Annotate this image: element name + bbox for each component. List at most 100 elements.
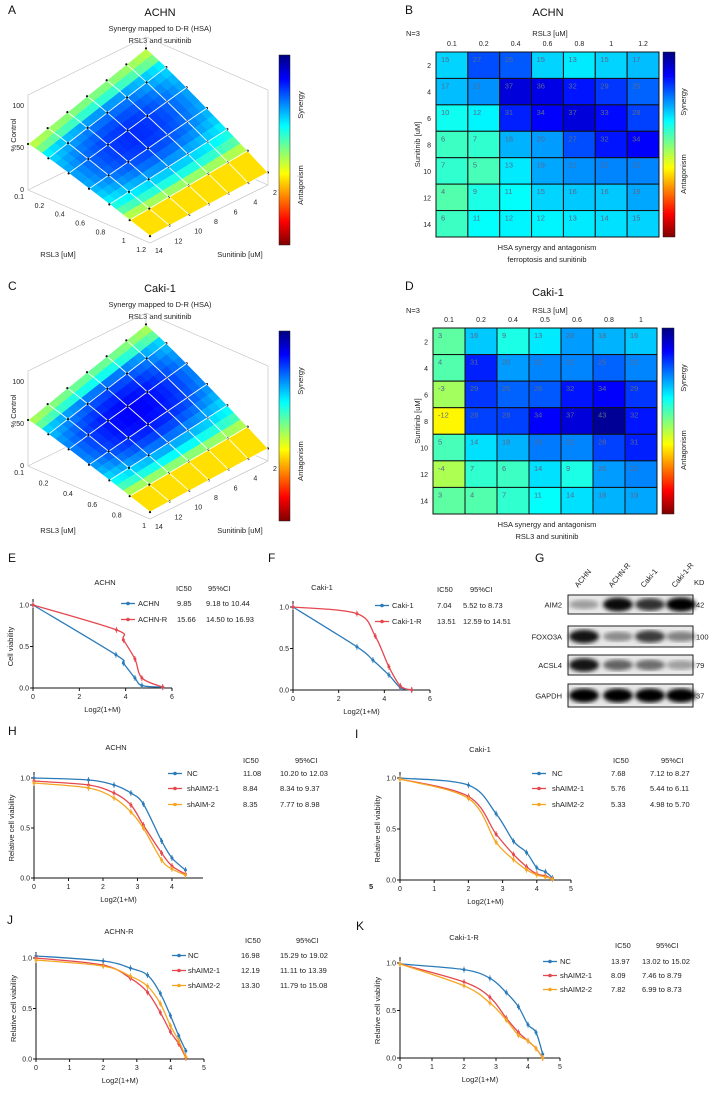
legend-header-ci: 95%CI — [661, 756, 684, 765]
legend-ci-value: 13.02 to 15.02 — [642, 957, 690, 966]
legend-ci-value: 6.99 to 8.73 — [642, 985, 682, 994]
surface-data-point — [125, 63, 128, 66]
panel-letter-J: J — [7, 913, 13, 927]
legend-ci-value: 7.77 to 8.98 — [280, 800, 320, 809]
heatmap-cell — [562, 157, 596, 185]
data-point-ACHN — [133, 676, 137, 680]
data-point-NC — [177, 1034, 181, 1038]
surface-data-point — [146, 423, 150, 426]
data-point-Caki-1 — [371, 658, 375, 662]
legend-marker-dot — [380, 603, 384, 608]
data-point-shAIM-2 — [112, 796, 116, 800]
data-point-NC — [170, 856, 174, 860]
legend-header-ic50: IC50 — [243, 756, 259, 765]
axis-box-line — [145, 312, 269, 367]
heatmap-cell — [531, 51, 564, 79]
heatmap-cell — [624, 380, 658, 409]
legend-marker-dot — [537, 802, 541, 807]
legend-ci-value: 10.20 to 12.03 — [280, 769, 328, 778]
heatmap-cell-value: 13 — [568, 55, 576, 64]
surface-data-point — [128, 219, 131, 222]
surface-data-point — [87, 157, 90, 161]
legend-series-name: NC — [552, 769, 563, 778]
heatmap-cell-value: 4 — [438, 358, 442, 367]
heatmap-cell — [626, 183, 660, 212]
heatmap-cell — [496, 486, 530, 515]
x-axis-label: Log2(1+M) — [467, 897, 504, 906]
heatmap-cell — [624, 433, 658, 462]
heatmap-cell-value: 15 — [441, 55, 449, 64]
y-tick-label: 0.5 — [22, 1006, 32, 1013]
heatmap-cell — [562, 77, 596, 106]
surface-data-point — [108, 203, 111, 206]
heatmap-cell — [594, 51, 628, 79]
data-point-shAIM2-1 — [525, 865, 529, 869]
heatmap-cell — [464, 460, 498, 488]
surface-data-point — [66, 418, 70, 421]
y-tick-label: 1.0 — [386, 776, 396, 783]
legend-marker-dot — [173, 771, 177, 776]
heatmap-cell-value: 16 — [600, 187, 608, 196]
x-tick-label: 3 — [135, 1065, 139, 1072]
legend-series-name: shAIM-2 — [187, 800, 215, 809]
x-tick-label: 0 — [291, 696, 295, 703]
lane-label: ACHN — [573, 567, 594, 589]
surface-data-point — [125, 339, 128, 342]
chart-title: ACHN-R — [104, 927, 134, 936]
series-line-NC — [35, 955, 187, 1052]
legend-marker-dot — [537, 786, 541, 791]
data-point-NC — [158, 991, 162, 995]
surface-data-point — [126, 129, 129, 132]
sunitinib-tick-label: 14 — [420, 499, 428, 506]
heatmap-cell — [594, 210, 628, 238]
kd-value: 79 — [696, 661, 704, 670]
legend-ic50-value: 7.68 — [611, 769, 626, 778]
heatmap-cell-value: 4 — [441, 187, 445, 196]
panel-letter-D: D — [405, 279, 414, 293]
data-point-NC — [160, 839, 164, 843]
surface-subtitle: Synergy mapped to D-R (HSA) — [109, 24, 212, 33]
legend-ci-value: 7.12 to 8.27 — [650, 769, 690, 778]
heatmap-cell-value: 17 — [441, 81, 449, 90]
heatmap-cell-value: 26 — [505, 55, 513, 64]
x-tick-label: 5 — [558, 1064, 562, 1071]
sunitinib-tick-label: 6 — [234, 485, 238, 492]
series-line-shAIM2-1 — [35, 957, 187, 1059]
heatmap-cell — [464, 486, 498, 515]
x-tick-label: 3 — [136, 884, 140, 891]
x-tick-label: 4 — [124, 694, 128, 701]
protein-label: FOXO3A — [532, 633, 562, 642]
surface-data-point — [145, 81, 148, 84]
colorbar-antagonism-label: Antagonism — [679, 154, 688, 194]
heatmap-cell — [464, 354, 498, 382]
surface-subtitle: RSL3 and sunitinib — [129, 36, 192, 45]
heatmap-cell-value: 14 — [566, 490, 574, 499]
heatmap-cell-value: 34 — [598, 384, 606, 393]
blot-strip-FOXO3A — [567, 625, 696, 648]
data-point-shAIM-2 — [32, 781, 36, 785]
data-point-shAIM2-2 — [534, 1047, 538, 1050]
heatmap-cell — [464, 380, 498, 409]
heatmap-cell-value: 15 — [600, 55, 608, 64]
heatmap-cell — [499, 104, 533, 132]
sunitinib-tick-label: 2 — [273, 466, 277, 473]
colorbar-antagonism-label: Antagonism — [679, 430, 688, 470]
surface-data-point — [86, 402, 89, 406]
heatmap-cell — [467, 210, 501, 238]
heatmap-cell-value: 11 — [534, 490, 542, 499]
rsl3-tick-label: 0.8 — [604, 317, 614, 324]
heatmap-cell-value: 20 — [598, 464, 606, 473]
surface-data-point — [105, 79, 108, 82]
rsl3-axis-label: RSL3 [uM] — [40, 526, 75, 535]
legend-series-name: Caki-1-R — [392, 617, 422, 626]
heatmap-cell-value: 25 — [632, 81, 640, 90]
surface-subtitle: RSL3 and sunitinib — [129, 312, 192, 321]
sunitinib-tick-label: 4 — [424, 366, 428, 373]
sunitinib-tick-label: 8 — [214, 495, 218, 502]
surface-data-point — [87, 433, 90, 437]
data-point-shAIM2-1 — [160, 851, 164, 855]
heatmap-cell — [594, 183, 628, 212]
data-point-NC — [535, 866, 539, 870]
data-point-shAIM2-2 — [516, 1033, 520, 1037]
axis-box-line — [27, 465, 151, 520]
